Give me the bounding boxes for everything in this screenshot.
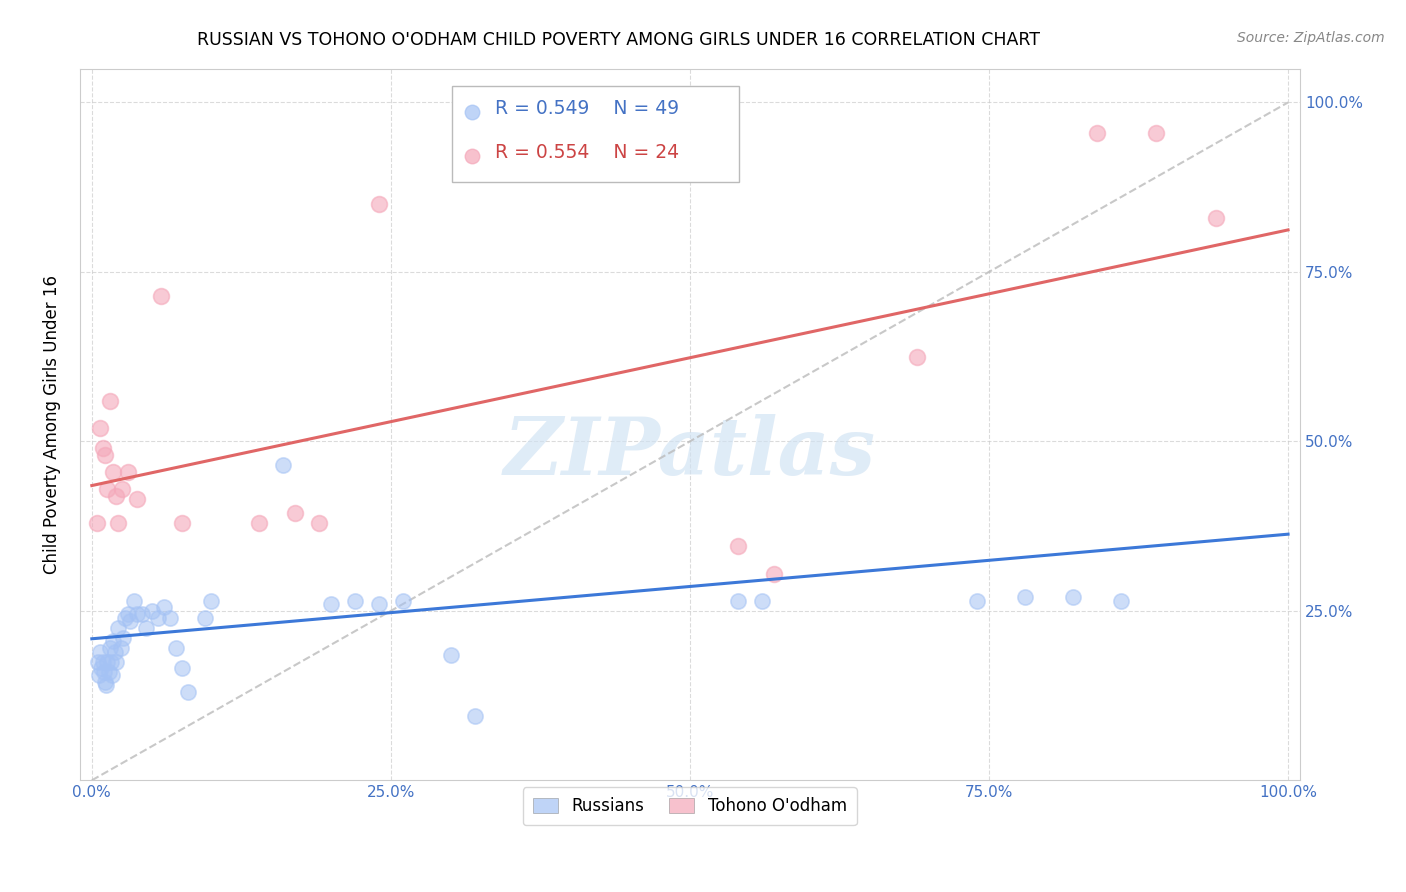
Point	[194, 610, 217, 624]
Point	[87, 655, 110, 669]
Point	[1062, 591, 1084, 605]
Point	[727, 540, 749, 554]
Point	[1085, 126, 1108, 140]
Text: ZIPatlas: ZIPatlas	[503, 414, 876, 491]
Point	[392, 593, 415, 607]
Point	[271, 458, 294, 472]
Point	[98, 393, 121, 408]
Point	[159, 610, 181, 624]
Point	[1014, 591, 1036, 605]
Point	[247, 516, 270, 530]
Point	[114, 610, 136, 624]
Point	[319, 597, 342, 611]
Point	[966, 593, 988, 607]
Point	[751, 593, 773, 607]
Point	[100, 655, 122, 669]
Point	[170, 661, 193, 675]
Point	[440, 648, 463, 662]
Point	[111, 631, 134, 645]
Point	[368, 597, 391, 611]
Point	[905, 350, 928, 364]
Point	[90, 661, 112, 675]
Point	[1146, 126, 1168, 140]
Point	[308, 516, 330, 530]
Point	[86, 516, 108, 530]
Point	[103, 644, 125, 658]
Point	[1109, 593, 1132, 607]
Point	[94, 675, 117, 690]
Legend: Russians, Tohono O'odham: Russians, Tohono O'odham	[523, 788, 856, 825]
Point	[96, 678, 118, 692]
Point	[131, 607, 153, 622]
Point	[96, 655, 118, 669]
Point	[284, 506, 307, 520]
Point	[1205, 211, 1227, 225]
Point	[200, 593, 222, 607]
Point	[170, 516, 193, 530]
Point	[152, 600, 174, 615]
Point	[87, 668, 110, 682]
Point	[368, 197, 391, 211]
Point	[727, 593, 749, 607]
Point	[103, 465, 125, 479]
Point	[117, 465, 139, 479]
Point	[762, 566, 785, 581]
Point	[146, 610, 169, 624]
Point	[120, 614, 142, 628]
Point	[107, 621, 129, 635]
Point	[343, 593, 366, 607]
Point	[122, 593, 145, 607]
Point	[89, 421, 111, 435]
Point	[91, 655, 114, 669]
Point	[98, 641, 121, 656]
Point	[97, 665, 120, 679]
Point	[464, 709, 486, 723]
Text: RUSSIAN VS TOHONO O'ODHAM CHILD POVERTY AMONG GIRLS UNDER 16 CORRELATION CHART: RUSSIAN VS TOHONO O'ODHAM CHILD POVERTY …	[197, 31, 1040, 49]
Point	[176, 685, 198, 699]
Point	[94, 448, 117, 462]
Point	[107, 516, 129, 530]
Point	[135, 621, 157, 635]
Point	[93, 665, 115, 679]
Point	[117, 607, 139, 622]
Point	[103, 634, 125, 648]
Point	[101, 668, 124, 682]
Point	[96, 482, 118, 496]
Point	[127, 491, 149, 506]
Y-axis label: Child Poverty Among Girls Under 16: Child Poverty Among Girls Under 16	[44, 275, 60, 574]
Point	[127, 607, 149, 622]
Point	[111, 482, 134, 496]
Point	[536, 126, 558, 140]
Point	[104, 655, 127, 669]
Point	[89, 644, 111, 658]
Point	[165, 641, 187, 656]
Point	[150, 288, 173, 302]
Point	[91, 441, 114, 455]
Text: Source: ZipAtlas.com: Source: ZipAtlas.com	[1237, 31, 1385, 45]
Point	[141, 604, 163, 618]
Point	[110, 641, 132, 656]
Point	[104, 489, 127, 503]
